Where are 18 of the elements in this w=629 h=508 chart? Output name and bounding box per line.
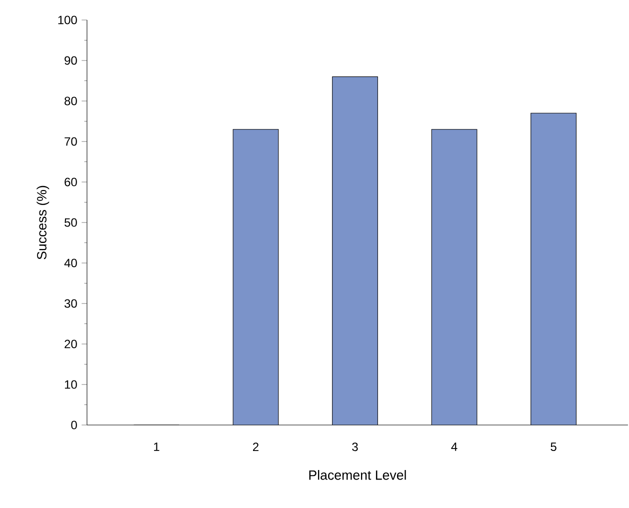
x-axis-title: Placement Level (309, 470, 406, 480)
y-tick-label: 60 (64, 178, 77, 186)
y-tick-label: 80 (64, 96, 77, 106)
x-tick-label: 5 (550, 442, 556, 451)
x-tick-label: 1 (154, 442, 160, 451)
y-tick-label: 10 (64, 380, 77, 389)
y-tick-label: 90 (64, 56, 77, 65)
y-tick-label: 100 (58, 16, 77, 24)
y-tick-label: 50 (64, 218, 77, 227)
y-tick-label: 20 (64, 340, 77, 348)
x-tick-label: 3 (352, 442, 358, 452)
x-tick-label: 2 (253, 442, 258, 451)
y-tick-label: 40 (64, 258, 77, 268)
y-tick-label: 70 (64, 137, 77, 146)
x-tick-label: 4 (451, 442, 458, 451)
y-tick-label: 30 (64, 299, 77, 308)
y-tick-label: 0 (71, 420, 77, 430)
y-axis-title: Success (%) (36, 186, 50, 260)
